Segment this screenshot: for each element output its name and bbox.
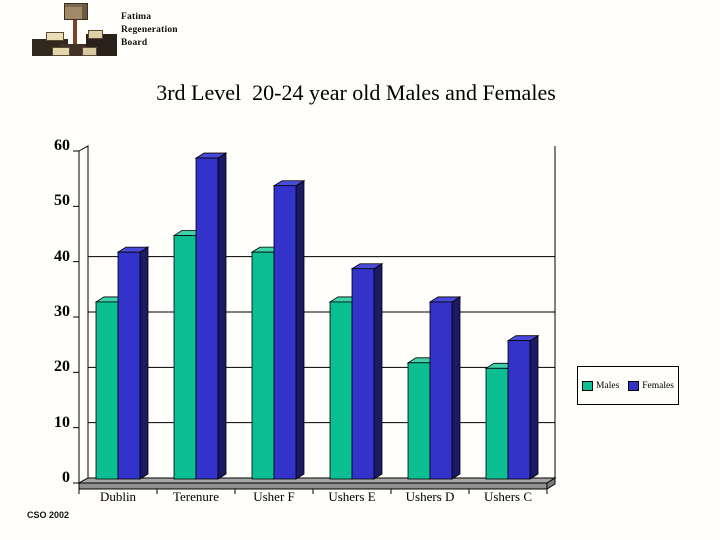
fatima-regeneration-board-logo <box>30 3 118 57</box>
logo-sign <box>52 47 70 56</box>
bar-side-females-terenure <box>217 152 227 480</box>
bar-males-ushers-c <box>485 367 509 480</box>
bar-males-ushers-d <box>407 362 431 480</box>
x-axis-category-label: Ushers E <box>328 489 376 504</box>
bar-females-ushers-e <box>351 268 375 480</box>
bar-side-females-ushers-e <box>373 263 383 480</box>
bar-side-females-usher-f <box>295 180 305 480</box>
source-note: CSO 2002 <box>27 510 70 520</box>
slide-title: 3rd Level 20-24 year old Males and Femal… <box>156 80 556 105</box>
logo-text-line: Board <box>121 38 148 48</box>
x-axis-category-label: Terenure <box>172 489 219 504</box>
bar-side-females-ushers-c <box>529 334 539 480</box>
logo-pole <box>73 17 77 44</box>
bar-side-females-ushers-d <box>451 296 461 480</box>
x-axis-category-label: Ushers C <box>483 489 533 504</box>
chart-floor-side <box>546 477 556 490</box>
logo-text: Fatima Regeneration Board <box>121 11 178 50</box>
bar-males-terenure <box>173 235 197 480</box>
legend-label-males: Males <box>596 380 620 391</box>
legend-label-females: Females <box>642 380 674 391</box>
bar-females-terenure <box>195 157 219 480</box>
legend-item-males: Males <box>582 380 620 391</box>
bar-females-ushers-d <box>429 301 453 480</box>
bar-males-ushers-e <box>329 301 353 480</box>
y-axis-tick-label: 20 <box>54 358 70 375</box>
y-axis-wall <box>78 145 89 484</box>
legend-item-females: Females <box>628 380 674 391</box>
legend: Males Females <box>577 366 679 405</box>
bar-males-dublin <box>95 301 119 480</box>
bar-females-dublin <box>117 251 141 480</box>
x-axis-category-label: Dublin <box>99 489 137 504</box>
logo-text-line: Fatima <box>121 12 152 22</box>
bar-males-usher-f <box>251 251 275 480</box>
bar-females-usher-f <box>273 185 297 480</box>
bar-females-ushers-c <box>507 340 531 480</box>
x-axis-category-label: Ushers D <box>405 489 455 504</box>
logo-sign <box>88 30 103 39</box>
legend-swatch-males <box>582 380 594 391</box>
logo-sign <box>82 47 97 56</box>
logo-text-line: Regeneration <box>121 25 178 35</box>
y-axis-tick-label: 50 <box>54 192 70 209</box>
chart-floor <box>77 477 557 484</box>
y-axis-tick-label: 40 <box>54 248 70 265</box>
bar-side-females-dublin <box>139 246 149 480</box>
y-axis-tick-label: 10 <box>54 414 70 431</box>
legend-swatch-females <box>628 380 640 391</box>
y-axis-tick-label: 0 <box>62 469 70 486</box>
y-axis-tick-label: 30 <box>54 303 70 320</box>
x-axis-category-label: Usher F <box>253 489 295 504</box>
y-axis-tick-label: 60 <box>54 137 70 154</box>
logo-sign <box>46 32 64 41</box>
logo-house <box>64 3 88 20</box>
